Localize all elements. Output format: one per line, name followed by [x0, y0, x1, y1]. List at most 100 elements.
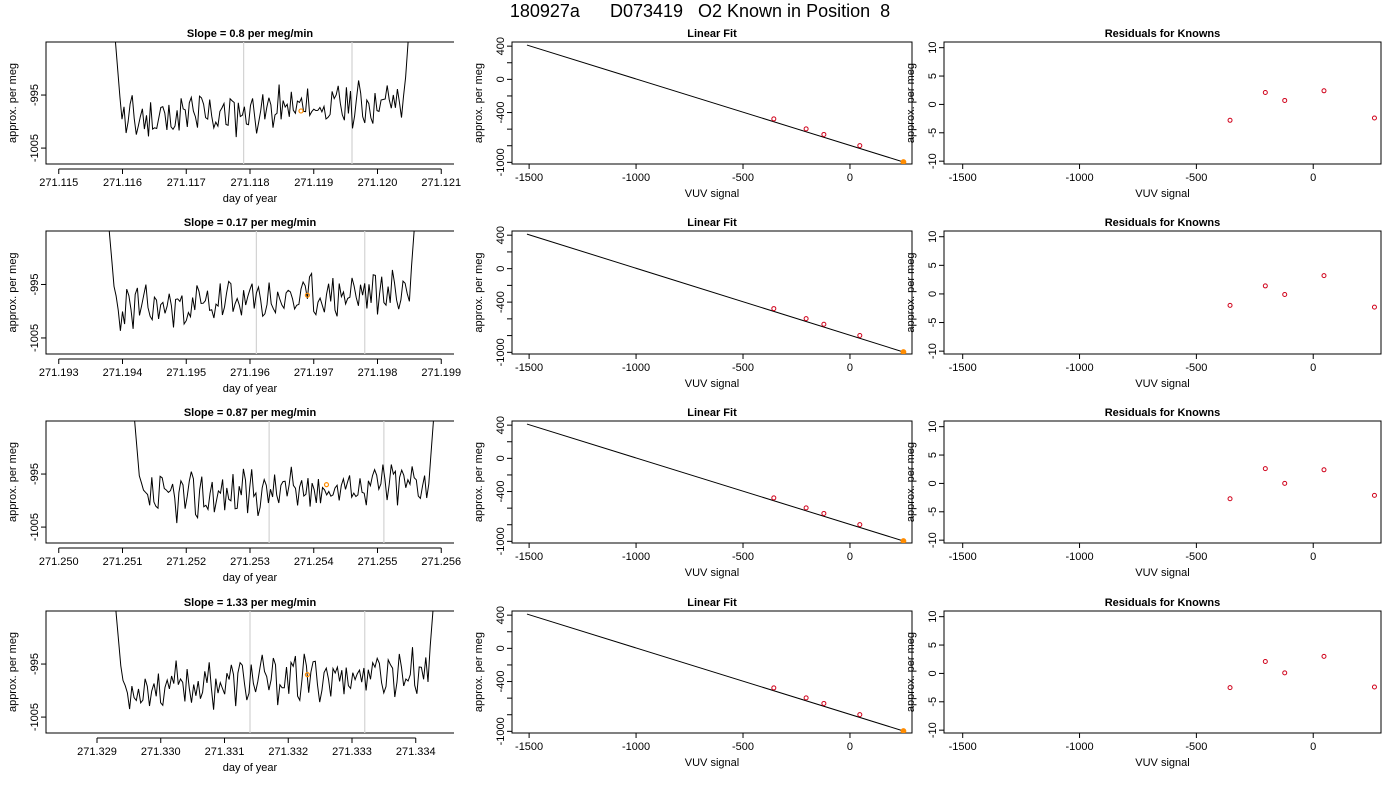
panel-title: Residuals for Knowns — [1105, 597, 1221, 609]
y-tick-label: 0 — [495, 76, 507, 82]
residual-point — [1321, 88, 1327, 94]
residual-point — [1321, 653, 1327, 659]
data-point — [821, 321, 827, 327]
y-tick-label: 0 — [927, 291, 939, 297]
data-point — [771, 685, 777, 691]
x-tick-label: 0 — [1310, 551, 1316, 563]
y-axis-label: approx. per meg — [905, 252, 917, 332]
y-axis-label: approx. per meg — [473, 632, 485, 712]
x-tick-label: 271.332 — [268, 746, 308, 758]
y-tick-label: 0 — [927, 480, 939, 486]
y-tick-label: -5 — [927, 507, 939, 517]
x-tick-label: -1000 — [1065, 362, 1093, 374]
x-tick-label: 271.121 — [421, 177, 461, 189]
y-tick-label: -1000 — [495, 148, 507, 176]
x-tick-label: 271.199 — [421, 367, 461, 379]
plot-area — [526, 613, 907, 733]
x-tick-label: 0 — [847, 551, 853, 563]
plot-frame — [45, 230, 454, 355]
x-tick-label: -500 — [1185, 551, 1207, 563]
highlight-point — [298, 108, 304, 114]
y-tick-label: -10 — [927, 722, 939, 738]
x-tick-label: -500 — [732, 551, 754, 563]
residual-point — [1282, 97, 1288, 103]
x-axis-label: VUV signal — [1135, 378, 1189, 390]
data-point — [821, 510, 827, 516]
x-tick-label: -500 — [1185, 362, 1207, 374]
x-tick-label: 271.195 — [166, 367, 206, 379]
x-tick-label: 271.251 — [103, 556, 143, 568]
plot-frame — [511, 420, 913, 544]
residual-point — [1371, 492, 1377, 498]
x-tick-label: 271.250 — [39, 556, 79, 568]
y-tick-label: 0 — [495, 266, 507, 272]
data-point — [821, 700, 827, 706]
chart-panel-row4-timeseries: Slope = 1.33 per meg/min 271.329 271.330 27… — [7, 597, 454, 774]
y-tick-label: -1000 — [495, 527, 507, 555]
x-tick-label: 271.118 — [231, 177, 270, 189]
x-tick-label: -1500 — [949, 172, 977, 184]
y-tick-label: -1005 — [29, 134, 41, 162]
x-tick-label: 0 — [847, 172, 853, 184]
x-axis-label: VUV signal — [685, 188, 739, 200]
x-tick-label: -1500 — [515, 551, 543, 563]
y-axis-label: approx. per meg — [473, 442, 485, 522]
y-axis-label: approx. per meg — [7, 632, 19, 712]
chart-panel-row2-timeseries: Slope = 0.17 per meg/min 271.193 271.194 27… — [7, 217, 461, 395]
residual-point — [1282, 480, 1288, 486]
chart-panel-row1-residuals: Residuals for Knowns -1500 -1000 -500 0 VUV s… — [905, 28, 1382, 200]
y-tick-label: -1000 — [495, 717, 507, 745]
data-point — [857, 333, 863, 339]
plot-area — [1227, 466, 1377, 502]
plot-frame — [511, 230, 913, 355]
x-tick-label: -1500 — [949, 362, 977, 374]
x-tick-label: 271.256 — [421, 556, 461, 568]
x-tick-label: -1500 — [515, 362, 543, 374]
residual-point — [1227, 685, 1233, 691]
x-tick-label: 0 — [847, 741, 853, 753]
x-axis-label: VUV signal — [685, 378, 739, 390]
y-tick-label: -5 — [927, 128, 939, 138]
x-tick-label: 0 — [847, 362, 853, 374]
plot-area — [526, 233, 907, 354]
data-point — [771, 495, 777, 501]
x-tick-label: 271.116 — [103, 177, 142, 189]
x-tick-label: 271.331 — [205, 746, 245, 758]
y-tick-label: 10 — [927, 42, 939, 54]
data-point — [803, 316, 809, 322]
panel-title: Linear Fit — [687, 407, 737, 419]
x-tick-label: 271.198 — [358, 367, 398, 379]
x-tick-label: 271.329 — [77, 746, 117, 758]
data-point — [857, 143, 863, 149]
x-axis-label: VUV signal — [685, 757, 739, 769]
data-point — [771, 116, 777, 122]
x-axis-label: day of year — [223, 572, 278, 584]
panel-title: Linear Fit — [687, 597, 737, 609]
y-axis-label: approx. per meg — [7, 63, 19, 143]
data-point — [821, 131, 827, 137]
data-trace — [115, 611, 434, 710]
panel-title: Linear Fit — [687, 28, 737, 40]
y-tick-label: 10 — [927, 421, 939, 433]
residual-point — [1321, 467, 1327, 473]
y-tick-label: 10 — [927, 611, 939, 623]
x-tick-label: -500 — [1185, 741, 1207, 753]
fit-line — [526, 423, 904, 542]
y-tick-label: -10 — [927, 153, 939, 169]
chart-panel-row4-residuals: Residuals for Knowns -1500 -1000 -500 0 VUV s… — [905, 597, 1382, 769]
plot-frame — [45, 420, 454, 544]
data-point — [803, 126, 809, 132]
y-tick-label: 5 — [927, 73, 939, 79]
y-axis-label: approx. per meg — [905, 632, 917, 712]
x-tick-label: 271.253 — [230, 556, 270, 568]
x-tick-label: -1500 — [949, 741, 977, 753]
x-tick-label: -1000 — [622, 362, 650, 374]
x-tick-label: 0 — [1310, 362, 1316, 374]
plot-area — [1227, 88, 1377, 123]
y-tick-label: -1000 — [495, 338, 507, 366]
y-tick-label: 400 — [495, 606, 507, 624]
plot-area — [526, 423, 907, 543]
plot-frame — [45, 41, 454, 165]
x-tick-label: -500 — [732, 172, 754, 184]
